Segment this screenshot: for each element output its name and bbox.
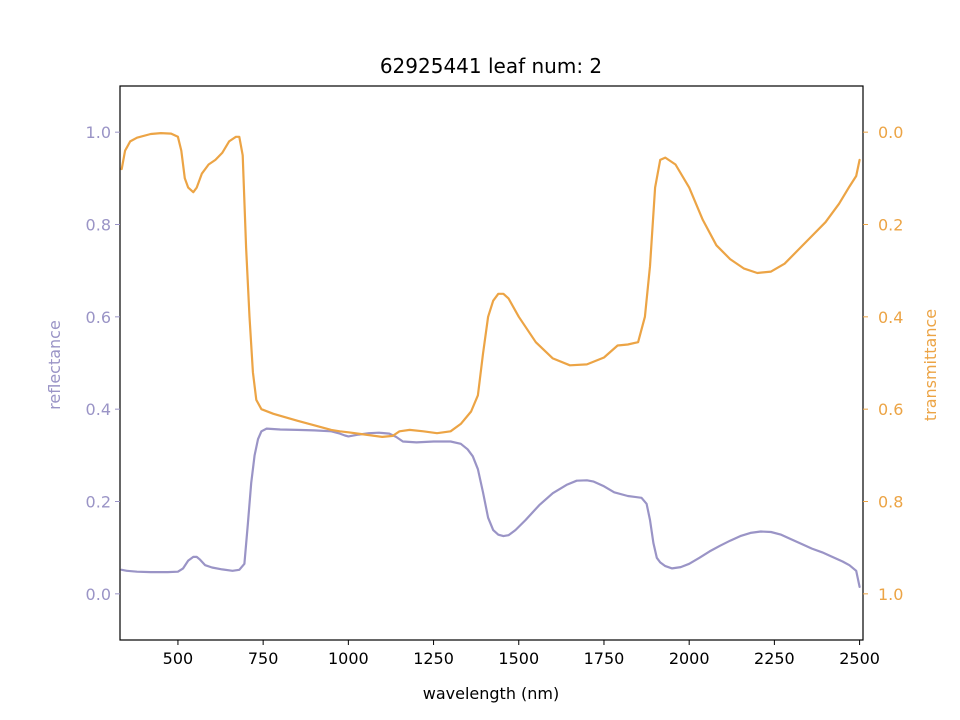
y-right-tick-label-5: 1.0 (878, 585, 903, 604)
x-tick-label-1: 750 (248, 649, 279, 668)
series-layer (120, 132, 861, 589)
y-right-tick-label-2: 0.4 (878, 308, 903, 327)
y-left-tick-label-4: 0.8 (86, 216, 111, 235)
x-tick-label-7: 2250 (754, 649, 795, 668)
x-axis-label: wavelength (nm) (423, 684, 560, 703)
x-tick-label-4: 1500 (498, 649, 539, 668)
y-right-tick-label-4: 0.8 (878, 493, 903, 512)
y-axis-right: 0.0 0.2 0.4 0.6 0.8 1.0 (863, 123, 903, 604)
y-left-tick-label-2: 0.4 (86, 400, 111, 419)
reflectance-line (120, 427, 861, 589)
y-left-tick-label-3: 0.6 (86, 308, 111, 327)
y-right-tick-label-1: 0.2 (878, 216, 903, 235)
x-tick-label-0: 500 (163, 649, 194, 668)
x-tick-label-3: 1250 (413, 649, 454, 668)
y-axis-right-label: transmittance (921, 309, 940, 421)
transmittance-line (120, 132, 861, 438)
y-left-tick-label-0: 0.0 (86, 585, 111, 604)
chart-title: 62925441 leaf num: 2 (380, 54, 602, 78)
x-tick-label-5: 1750 (584, 649, 625, 668)
y-right-tick-label-0: 0.0 (878, 123, 903, 142)
x-tick-label-6: 2000 (669, 649, 710, 668)
y-right-tick-label-3: 0.6 (878, 400, 903, 419)
y-axis-left: 0.0 0.2 0.4 0.6 0.8 1.0 (86, 123, 120, 604)
plot-frame (119, 85, 864, 641)
x-tick-label-8: 2500 (839, 649, 880, 668)
x-axis: 500 750 1000 1250 1500 1750 2000 2250 2500 (163, 640, 880, 668)
y-left-tick-label-1: 0.2 (86, 493, 111, 512)
y-left-tick-label-5: 1.0 (86, 123, 111, 142)
x-tick-label-2: 1000 (328, 649, 369, 668)
y-axis-left-label: reflectance (45, 320, 64, 410)
